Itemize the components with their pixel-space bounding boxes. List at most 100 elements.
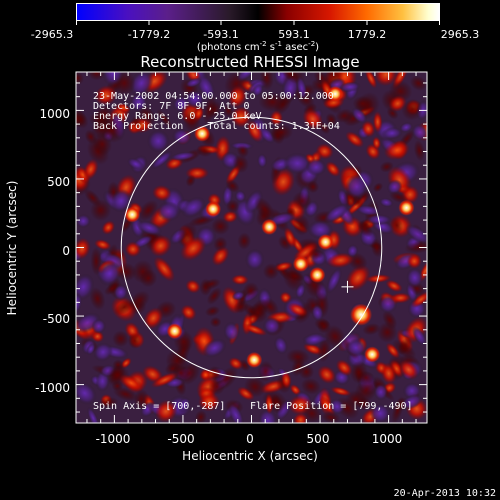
- image-texture-blob: [206, 287, 222, 305]
- image-texture-blob: [151, 372, 179, 388]
- image-texture-blob: [112, 330, 130, 348]
- image-texture-blob: [89, 287, 106, 311]
- image-texture-blob: [411, 291, 427, 308]
- image-texture-blob: [380, 362, 397, 385]
- image-texture-blob: [126, 157, 145, 171]
- image-texture-blob: [91, 318, 107, 334]
- image-texture-blob: [361, 120, 376, 138]
- image-texture-blob: [329, 398, 345, 415]
- image-texture-blob: [98, 397, 119, 409]
- image-texture-blob: [287, 302, 308, 317]
- image-texture-blob: [129, 290, 150, 311]
- image-texture-blob: [335, 359, 353, 377]
- image-texture-blob: [321, 411, 341, 423]
- image-texture-blob: [400, 393, 423, 410]
- image-texture-blob: [193, 106, 204, 121]
- image-texture-blob: [172, 364, 190, 382]
- bright-source: [317, 234, 334, 251]
- image-texture-blob: [386, 179, 403, 195]
- bright-source: [205, 201, 222, 218]
- image-texture-blob: [285, 270, 305, 282]
- image-texture-blob: [209, 316, 222, 328]
- image-texture-blob: [76, 214, 91, 229]
- image-texture-blob: [283, 152, 312, 175]
- image-texture-blob: [153, 256, 175, 282]
- image-texture-blob: [244, 248, 265, 271]
- image-texture-blob: [228, 85, 248, 109]
- y-tick-label: 1000: [39, 107, 70, 121]
- image-texture-blob: [398, 359, 419, 380]
- image-texture-blob: [286, 348, 310, 365]
- image-texture-blob: [364, 72, 378, 89]
- image-texture-blob: [236, 72, 257, 82]
- info-line-energy: Energy Range: 6.0 - 25.0 keV: [93, 111, 262, 122]
- info-line-time: 23-May-2002 04:54:00.000 to 05:00:12.000: [93, 91, 334, 102]
- image-texture-blob: [86, 406, 100, 423]
- info-line-method: Back Projection Total counts: 1.31E+04: [93, 121, 340, 132]
- image-texture-blob: [146, 129, 170, 153]
- image-texture-blob: [262, 263, 280, 280]
- image-texture-blob: [411, 326, 427, 347]
- image-texture-blob: [156, 109, 173, 129]
- image-texture-blob: [296, 75, 308, 101]
- axis-ticks: [76, 72, 427, 423]
- info-block: 23-May-2002 04:54:00.000 to 05:00:12.000…: [93, 91, 340, 132]
- colorbar-tick-label: -1779.2: [128, 28, 170, 41]
- bright-source: [124, 206, 141, 223]
- image-texture-blob: [302, 108, 324, 130]
- image-texture-blob: [258, 126, 276, 144]
- bright-source: [327, 85, 344, 102]
- image-texture-blob: [76, 292, 83, 314]
- image-texture-blob: [114, 299, 134, 316]
- image-texture-blob: [226, 199, 240, 214]
- image-texture-blob: [300, 377, 322, 395]
- bright-source: [398, 199, 415, 216]
- image-texture-blob: [211, 217, 230, 235]
- colorbar-tick-label: 1779.2: [348, 28, 387, 41]
- image-texture-blob: [389, 191, 409, 204]
- bright-source: [194, 125, 211, 142]
- image-texture-blob: [362, 323, 381, 336]
- timestamp: 20-Apr-2013 10:32: [394, 488, 496, 499]
- image-texture-blob: [118, 374, 144, 392]
- image-texture-blob: [406, 267, 424, 289]
- bright-source: [292, 255, 309, 272]
- image-texture-blob: [202, 95, 217, 125]
- image-texture-blob: [231, 290, 245, 301]
- image-texture-blob: [76, 381, 97, 406]
- y-tick-label: 500: [47, 175, 70, 189]
- image-texture-blob: [211, 246, 230, 266]
- image-texture-blob: [373, 383, 388, 401]
- image-texture-blob: [76, 72, 85, 85]
- image-texture-blob: [152, 185, 172, 202]
- image-texture-blob: [113, 283, 129, 301]
- image-texture-blob: [254, 197, 276, 222]
- image-texture-blob: [139, 269, 158, 288]
- y-axis-label: Heliocentric Y (arcsec): [5, 181, 19, 316]
- x-tick-label: 500: [307, 432, 330, 446]
- image-texture-blob: [307, 180, 320, 194]
- image-texture-blob: [409, 75, 427, 91]
- x-tick-label: 1000: [372, 432, 403, 446]
- image-texture-blob: [181, 196, 206, 218]
- image-texture-blob: [399, 122, 414, 133]
- image-texture-blob: [379, 197, 394, 208]
- image-texture-blob: [208, 378, 225, 396]
- y-tick-label: 0: [62, 244, 70, 258]
- image-texture-blob: [98, 260, 122, 287]
- image-texture-blob: [317, 365, 336, 384]
- image-texture-blob: [326, 267, 343, 294]
- image-texture-blob: [413, 139, 425, 162]
- image-texture-blob: [247, 303, 269, 324]
- image-texture-blob: [76, 109, 87, 128]
- image-texture-blob: [149, 234, 172, 257]
- image-texture-blob: [93, 342, 113, 362]
- colorbar-unit-label: (photons cm-2 s-1 asec-2): [197, 40, 319, 53]
- image-texture-blob: [356, 220, 373, 238]
- image-texture-blob: [292, 191, 312, 211]
- image-texture-blob: [237, 232, 252, 250]
- image-texture-blob: [180, 236, 207, 261]
- image-texture-blob: [76, 237, 91, 260]
- x-tick-label: 0: [246, 432, 254, 446]
- image-texture-blob: [302, 332, 326, 347]
